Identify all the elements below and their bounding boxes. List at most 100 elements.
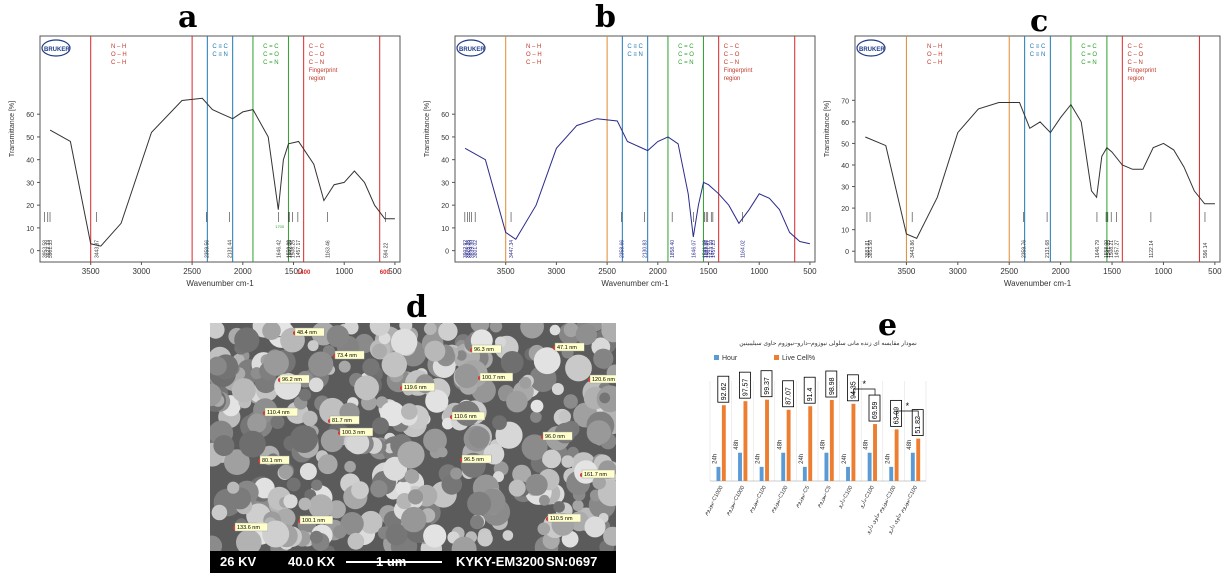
sem-particle xyxy=(450,467,463,480)
sem-particle xyxy=(424,340,446,362)
region-label: C – C xyxy=(309,44,325,50)
sem-particle xyxy=(533,347,561,375)
sem-particle xyxy=(542,449,562,469)
region-label: O – H xyxy=(927,52,943,58)
x-tick-label: 500 xyxy=(803,267,817,276)
sem-size-label: 48.4 nm xyxy=(297,330,317,336)
bar-value-box xyxy=(868,394,881,422)
sem-label-box xyxy=(471,344,502,354)
sem-scale-bar xyxy=(346,561,442,563)
sem-particle xyxy=(553,501,565,513)
peak-label: 1457.27 xyxy=(1114,240,1120,258)
peak-label: 3443.87 xyxy=(94,240,100,258)
bar-value-box xyxy=(890,399,903,427)
category-label: نیوزوم-C100 xyxy=(748,485,768,514)
bar-value-box xyxy=(846,374,859,402)
category-label: نیوزوم-C5 xyxy=(816,485,833,508)
sem-particle xyxy=(278,464,293,480)
region-label: C – C xyxy=(1127,44,1143,50)
sem-particle xyxy=(519,376,532,389)
sem-particle xyxy=(338,360,351,373)
bar-hour-label: 24h xyxy=(885,454,891,464)
sem-particle xyxy=(468,427,490,449)
sem-particle xyxy=(500,351,524,374)
bar-hour xyxy=(738,452,742,481)
y-tick-label: 20 xyxy=(841,206,849,213)
panel-letter-a: a xyxy=(178,0,198,35)
x-tick-label: 500 xyxy=(388,267,402,276)
bar-live-cell xyxy=(916,438,921,481)
sem-size-label: 96.5 nm xyxy=(464,457,484,463)
peak-label: 1163.46 xyxy=(326,240,332,258)
panel-letter-b: b xyxy=(595,0,616,35)
sem-particle xyxy=(290,425,318,453)
y-tick-label: 0 xyxy=(30,249,34,256)
sem-particle xyxy=(551,383,564,395)
bar-hour-label: 48h xyxy=(907,440,913,450)
sem-particle xyxy=(584,516,606,538)
region-label: C = O xyxy=(263,52,279,58)
bruker-logo-icon xyxy=(856,39,886,57)
sem-label-box xyxy=(339,427,373,437)
y-tick-label: 20 xyxy=(26,203,34,210)
peak-label: 2359.56 xyxy=(204,240,210,258)
bar-value-box xyxy=(911,409,924,437)
sem-particle xyxy=(308,494,334,519)
x-tick-label: 2000 xyxy=(234,267,252,276)
y-tick-label: 30 xyxy=(441,180,449,187)
sem-label-box xyxy=(259,455,290,465)
bar-hour xyxy=(889,466,894,481)
x-tick-label: 3000 xyxy=(548,267,566,276)
peak-label: 3447.34 xyxy=(509,240,515,258)
region-label: C – N xyxy=(1127,60,1142,66)
sem-size-label: 100.3 nm xyxy=(342,430,365,436)
peak-label: 1646.42 xyxy=(277,240,283,258)
legend-swatch-live xyxy=(774,355,779,360)
bar-hour-label: 24h xyxy=(712,454,718,464)
panel-letter-c: c xyxy=(1030,4,1049,39)
sem-particle xyxy=(489,323,503,333)
region-label: C ≡ C xyxy=(1030,44,1046,50)
sem-particle xyxy=(397,441,425,469)
sem-particle xyxy=(234,327,260,353)
sem-particle xyxy=(537,522,551,536)
bruker-logo-text: BRUKER xyxy=(859,47,885,53)
sem-size-label: 96.3 nm xyxy=(474,347,494,353)
sem-particle xyxy=(467,491,492,516)
sem-size-label: 73.4 nm xyxy=(337,353,357,359)
y-tick-label: 30 xyxy=(841,185,849,192)
y-tick-label: 10 xyxy=(26,226,34,233)
region-label: C ≡ N xyxy=(212,52,228,58)
sem-size-label: 47.1 nm xyxy=(557,345,577,351)
sem-particle xyxy=(311,479,323,491)
region-label: N – H xyxy=(111,44,126,50)
x-tick-label: 2500 xyxy=(1000,267,1018,276)
peak-label: 1541.05 xyxy=(1106,240,1112,258)
sem-particle xyxy=(395,480,411,496)
bar-live-cell xyxy=(808,406,813,481)
bar-hour xyxy=(910,452,915,481)
bar-value-box xyxy=(825,370,838,398)
sem-label-box xyxy=(279,374,310,384)
sem-size-label: 96.2 nm xyxy=(282,377,302,383)
sem-particle xyxy=(492,415,507,430)
y-tick-label: 40 xyxy=(441,158,449,165)
y-tick-label: 60 xyxy=(26,112,34,119)
peak-label: 3853.58 xyxy=(868,240,874,258)
sem-particle xyxy=(437,447,448,458)
category-label: نیوزوم-C1000 xyxy=(703,485,725,516)
sem-particle xyxy=(224,449,250,475)
sem-particle xyxy=(603,526,616,546)
sem-particle xyxy=(391,328,418,356)
peak-label: 2358.66 xyxy=(619,240,625,258)
y-tick-label: 10 xyxy=(441,226,449,233)
sem-size-label: 81.7 nm xyxy=(332,418,352,424)
peak-label: 2359.76 xyxy=(1022,240,1028,258)
region-label: Fingerprint xyxy=(724,68,753,74)
sem-size-label: 96.0 nm xyxy=(545,434,565,440)
y-axis-title: Transmittance [%] xyxy=(9,101,16,157)
sem-particle xyxy=(442,417,454,430)
peak-label: 3923.33 xyxy=(46,240,52,258)
category-label: نیوزوم-C5 xyxy=(794,485,811,508)
peak-label: 3953.58 xyxy=(43,240,49,258)
